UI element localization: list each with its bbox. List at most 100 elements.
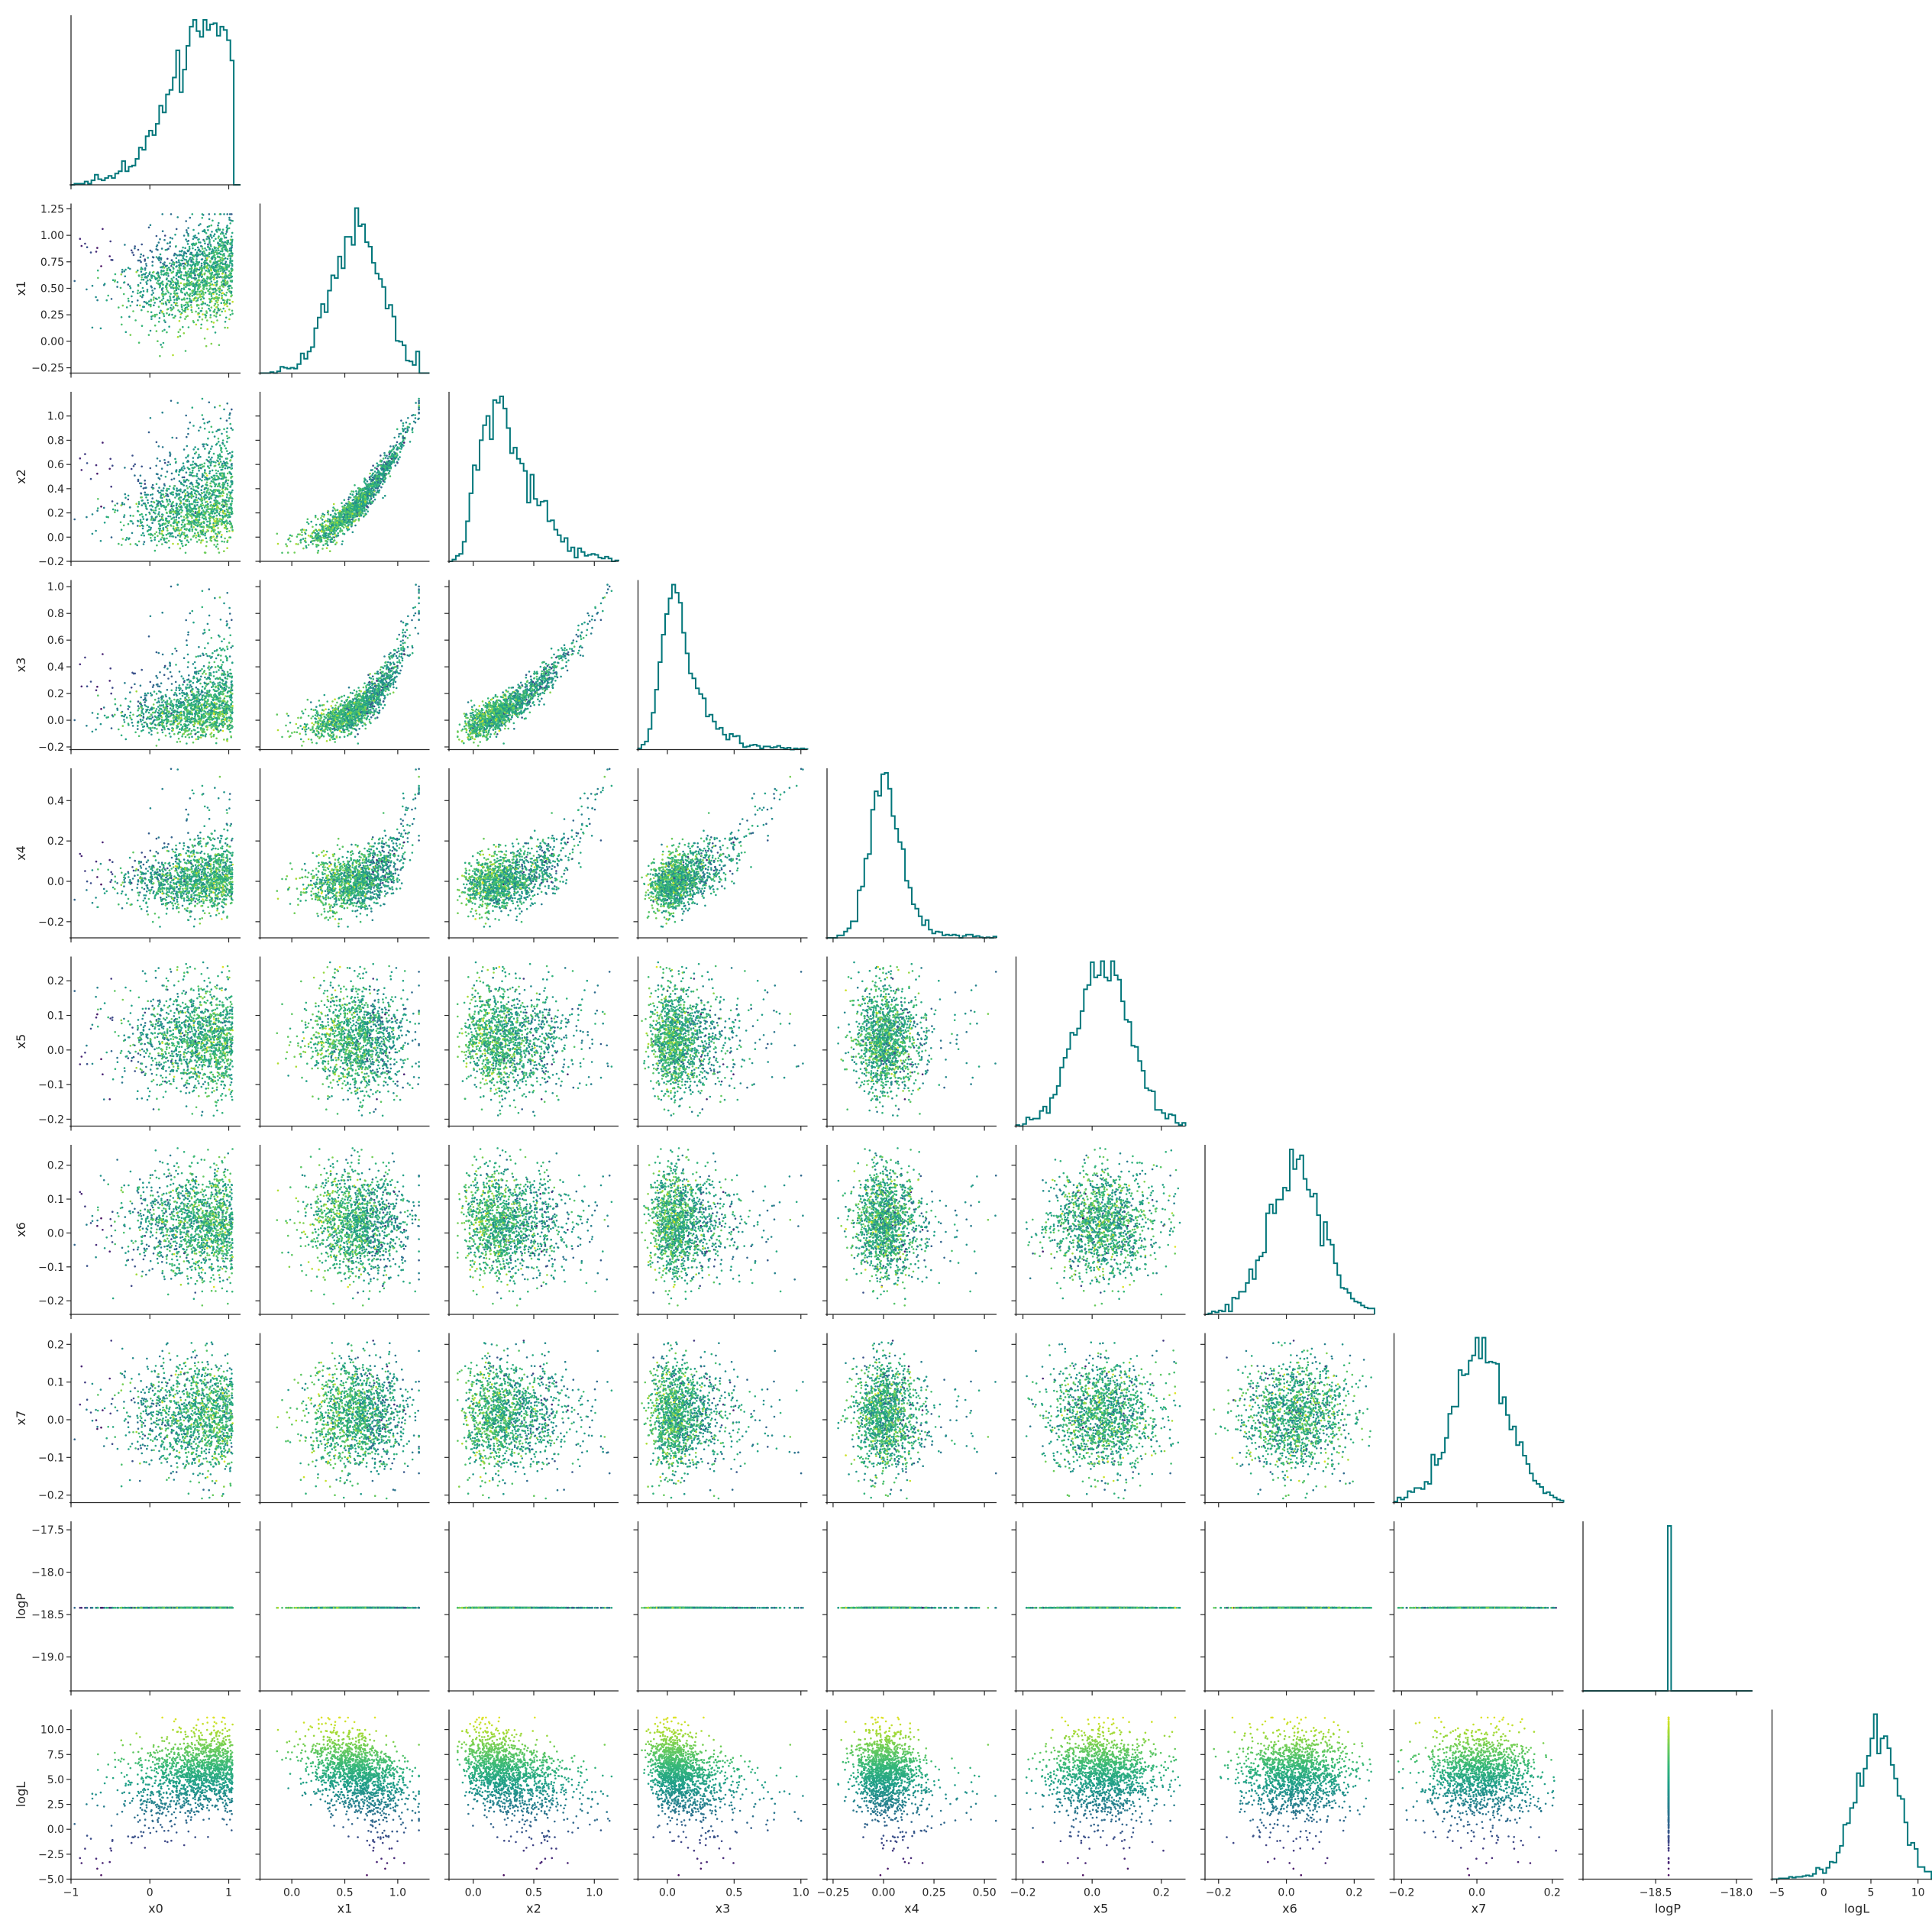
scatter-point	[121, 269, 124, 271]
scatter-point	[172, 354, 174, 357]
scatter-point	[197, 264, 199, 267]
scatter-point	[206, 267, 208, 270]
scatter-point	[179, 269, 181, 271]
y-axis-label: x1	[14, 281, 28, 296]
scatter-point	[203, 251, 205, 253]
scatter-point	[231, 220, 234, 222]
scatter-point	[109, 241, 111, 243]
scatter-point	[218, 250, 220, 252]
scatter-point	[184, 247, 186, 250]
scatter-point	[147, 499, 149, 502]
scatter-point	[160, 282, 163, 284]
scatter-point	[183, 297, 186, 299]
scatter-point	[225, 310, 227, 312]
scatter-point	[170, 265, 173, 267]
scatter-point	[176, 289, 178, 292]
scatter-point	[177, 271, 179, 273]
scatter-point	[154, 537, 157, 539]
scatter-point	[207, 290, 209, 293]
scatter-point	[161, 213, 163, 215]
y-tick-label: −0.25	[31, 363, 64, 375]
scatter-point	[189, 296, 191, 298]
scatter-point	[200, 296, 202, 298]
scatter-point	[138, 274, 141, 276]
scatter-point	[204, 338, 206, 340]
scatter-point	[217, 255, 219, 257]
scatter-point	[173, 296, 176, 298]
scatter-point	[229, 213, 231, 215]
scatter-point	[132, 310, 134, 312]
scatter-point	[210, 270, 212, 272]
scatter-point	[120, 287, 122, 289]
scatter-point	[122, 305, 124, 307]
y-tick-label: 0.00	[40, 336, 64, 348]
scatter-point	[218, 297, 221, 299]
scatter-point	[224, 244, 226, 247]
scatter-point	[228, 253, 231, 255]
scatter-point	[206, 257, 208, 260]
scatter-point	[218, 222, 220, 225]
scatter-point	[177, 309, 179, 312]
scatter-point	[221, 541, 223, 543]
scatter-point	[148, 304, 150, 306]
scatter-point	[124, 276, 127, 278]
scatter-point	[221, 284, 223, 286]
scatter-point	[135, 271, 137, 273]
scatter-point	[179, 316, 182, 318]
scatter-point	[157, 535, 159, 537]
scatter-point	[128, 283, 130, 286]
scatter-point	[138, 341, 141, 344]
scatter-point	[192, 213, 194, 215]
scatter-point	[213, 235, 215, 238]
scatter-point	[205, 249, 208, 251]
scatter-point	[201, 310, 203, 312]
scatter-point	[189, 217, 192, 219]
scatter-point	[202, 318, 204, 321]
scatter-point	[229, 274, 231, 276]
scatter-point	[196, 305, 199, 307]
scatter-point	[173, 317, 176, 319]
scatter-point	[161, 302, 163, 305]
scatter-point	[218, 273, 221, 275]
scatter-point	[211, 321, 213, 323]
scatter-point	[199, 293, 202, 296]
scatter-point	[159, 300, 161, 302]
scatter-point	[176, 228, 178, 231]
scatter-point	[207, 229, 209, 231]
scatter-point	[117, 281, 119, 283]
scatter-point	[195, 297, 198, 299]
scatter-point	[231, 250, 233, 252]
scatter-point	[206, 319, 208, 322]
scatter-point	[159, 312, 161, 314]
scatter-point	[225, 260, 228, 263]
scatter-point	[228, 286, 231, 288]
scatter-point	[160, 310, 162, 312]
scatter-point	[221, 295, 223, 297]
scatter-point	[137, 299, 139, 302]
scatter-point	[149, 271, 151, 273]
scatter-point	[141, 270, 143, 273]
scatter-point	[160, 259, 163, 261]
scatter-point	[190, 268, 192, 270]
scatter-point	[199, 280, 201, 282]
scatter-point	[213, 270, 215, 272]
scatter-point	[131, 296, 133, 298]
scatter-point	[199, 241, 202, 244]
scatter-point	[183, 283, 186, 286]
scatter-point	[170, 278, 173, 280]
scatter-point	[190, 299, 192, 302]
scatter-point	[186, 293, 189, 295]
scatter-point	[225, 317, 228, 319]
scatter-point	[153, 288, 156, 290]
scatter-point	[218, 344, 221, 347]
scatter-point	[214, 254, 216, 257]
scatter-point	[179, 320, 181, 322]
scatter-point	[100, 540, 102, 542]
scatter-point	[176, 274, 178, 276]
scatter-point	[208, 293, 211, 296]
scatter-point	[231, 236, 233, 238]
scatter-point	[144, 260, 146, 262]
scatter-point	[211, 252, 213, 254]
scatter-point	[136, 304, 138, 306]
scatter-point	[199, 223, 202, 225]
